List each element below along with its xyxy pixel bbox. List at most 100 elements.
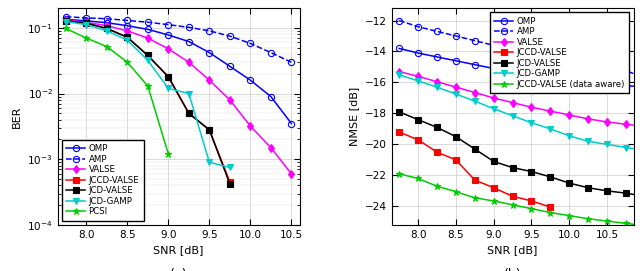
VALSE (490, 96, 497, 99)
JCD-VALSE (124, 36, 131, 39)
AMP (124, 19, 131, 22)
PCSI (164, 152, 172, 156)
PCSI (103, 45, 111, 48)
Text: (a): (a) (170, 268, 188, 271)
JCD-VALSE (452, 135, 460, 138)
JCD-GAMP (414, 79, 422, 83)
JCD-GAMP (103, 29, 111, 33)
OMP (287, 122, 295, 125)
VALSE (185, 61, 193, 64)
JCD-VALSE (185, 112, 193, 115)
JCCD-VALSE (data aware) (490, 199, 497, 202)
VALSE (433, 80, 441, 83)
JCD-GAMP (471, 99, 479, 103)
JCCD-VALSE (433, 150, 441, 154)
AMP (622, 69, 630, 72)
JCD-GAMP (124, 38, 131, 42)
JCD-VALSE (490, 160, 497, 163)
JCD-VALSE (226, 182, 234, 186)
JCCD-VALSE (547, 205, 554, 209)
JCD-GAMP (144, 59, 152, 62)
Y-axis label: NMSE [dB]: NMSE [dB] (349, 87, 359, 146)
OMP (566, 79, 573, 82)
JCCD-VALSE (509, 195, 516, 198)
OMP (144, 28, 152, 31)
Line: PCSI: PCSI (63, 25, 172, 157)
VALSE (164, 47, 172, 50)
OMP (414, 51, 422, 55)
JCCD-VALSE (data aware) (584, 217, 592, 220)
AMP (83, 16, 90, 20)
PCSI (124, 61, 131, 64)
Legend: OMP, AMP, VALSE, JCCD-VALSE, JCD-VALSE, JCD-GAMP, PCSI: OMP, AMP, VALSE, JCCD-VALSE, JCD-VALSE, … (62, 140, 143, 221)
Legend: OMP, AMP, VALSE, JCCD-VALSE, JCD-VALSE, JCD-GAMP, JCCD-VALSE (data aware): OMP, AMP, VALSE, JCCD-VALSE, JCD-VALSE, … (490, 12, 629, 93)
Text: (b): (b) (504, 268, 522, 271)
Line: JCD-GAMP: JCD-GAMP (63, 18, 233, 170)
JCD-VALSE (433, 126, 441, 129)
VALSE (287, 172, 295, 175)
JCD-GAMP (83, 23, 90, 26)
AMP (433, 30, 441, 33)
Line: VALSE: VALSE (396, 69, 640, 130)
JCD-VALSE (509, 166, 516, 169)
AMP (62, 15, 70, 18)
JCD-GAMP (396, 73, 403, 76)
AMP (509, 48, 516, 51)
AMP (566, 60, 573, 63)
AMP (267, 51, 275, 54)
AMP (246, 42, 254, 45)
OMP (226, 65, 234, 68)
OMP (527, 73, 535, 76)
PCSI (144, 85, 152, 88)
AMP (452, 34, 460, 38)
JCD-GAMP (547, 127, 554, 131)
JCCD-VALSE (data aware) (433, 185, 441, 188)
VALSE (396, 70, 403, 73)
JCD-VALSE (144, 54, 152, 57)
VALSE (527, 106, 535, 109)
AMP (527, 52, 535, 56)
JCD-VALSE (471, 147, 479, 151)
OMP (547, 76, 554, 79)
JCD-VALSE (566, 182, 573, 185)
OMP (490, 67, 497, 70)
VALSE (414, 75, 422, 78)
AMP (471, 39, 479, 42)
JCD-GAMP (226, 166, 234, 169)
JCD-GAMP (622, 146, 630, 149)
AMP (490, 44, 497, 47)
JCCD-VALSE (490, 186, 497, 189)
VALSE (547, 109, 554, 113)
AMP (287, 61, 295, 64)
VALSE (124, 29, 131, 33)
OMP (604, 82, 611, 86)
JCD-VALSE (604, 189, 611, 192)
JCD-GAMP (164, 87, 172, 90)
JCCD-VALSE (data aware) (471, 196, 479, 199)
VALSE (103, 24, 111, 27)
JCCD-VALSE (data aware) (566, 214, 573, 217)
Line: JCD-GAMP: JCD-GAMP (396, 72, 640, 154)
Line: AMP: AMP (396, 17, 640, 81)
VALSE (566, 113, 573, 117)
Line: OMP: OMP (396, 45, 640, 90)
AMP (164, 23, 172, 26)
OMP (246, 79, 254, 82)
JCD-VALSE (164, 75, 172, 78)
JCD-GAMP (604, 143, 611, 146)
OMP (164, 33, 172, 37)
JCCD-VALSE (124, 36, 131, 39)
AMP (144, 21, 152, 24)
JCCD-VALSE (452, 158, 460, 162)
VALSE (267, 146, 275, 149)
X-axis label: SNR [dB]: SNR [dB] (154, 245, 204, 255)
JCCD-VALSE (185, 112, 193, 115)
OMP (205, 51, 213, 54)
VALSE (246, 124, 254, 128)
JCD-VALSE (547, 175, 554, 179)
OMP (267, 95, 275, 98)
JCCD-VALSE (data aware) (509, 203, 516, 207)
JCD-GAMP (566, 134, 573, 137)
Line: JCD-VALSE: JCD-VALSE (396, 109, 640, 199)
OMP (433, 55, 441, 59)
